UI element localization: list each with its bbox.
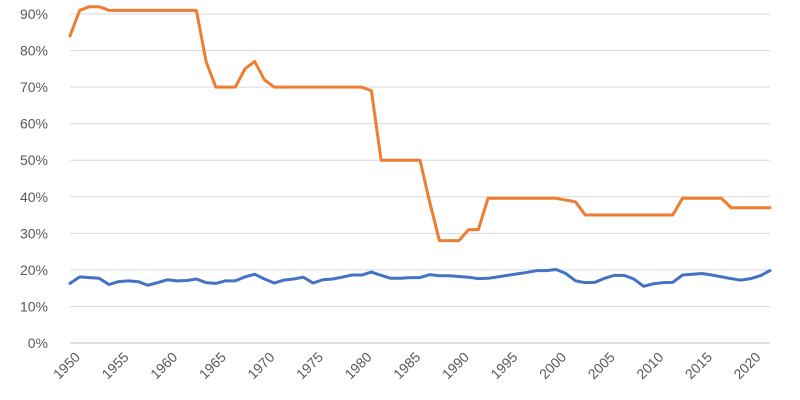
series-lines: [68, 5, 772, 288]
x-tick-label: 2005: [585, 349, 618, 382]
y-tick-label: 30%: [20, 225, 48, 241]
x-tick-labels: 1950 1955 1960 1965 1970 1975 1980 1985 1990 1995…: [50, 349, 764, 382]
y-tick-label: 40%: [20, 189, 48, 205]
x-tick-label: 1955: [98, 349, 131, 382]
x-tick-label: 1960: [147, 349, 180, 382]
x-tick-label: 1980: [341, 349, 374, 382]
y-tick-label: 90%: [20, 6, 48, 22]
x-tick-label: 1965: [196, 349, 229, 382]
x-tick-label: 2010: [633, 349, 666, 382]
x-tick-label: 1990: [439, 349, 472, 382]
series-line-2: [68, 268, 772, 288]
y-tick-label: 50%: [20, 152, 48, 168]
y-tick-label: 10%: [20, 298, 48, 314]
y-tick-label: 60%: [20, 116, 48, 132]
x-tick-label: 1970: [244, 349, 277, 382]
x-tick-label: 2000: [536, 349, 569, 382]
series-line-1: [68, 5, 772, 243]
y-tick-label: 70%: [20, 79, 48, 95]
x-tick-label: 2015: [682, 349, 715, 382]
y-tick-labels: 0% 10% 20% 30% 40% 50% 60% 70% 80% 90%: [20, 6, 48, 351]
x-tick-label: 1985: [390, 349, 423, 382]
y-tick-label: 80%: [20, 43, 48, 59]
x-tick-label: 1975: [293, 349, 326, 382]
x-tick-label: 1995: [487, 349, 520, 382]
x-tick-label: 2020: [730, 349, 763, 382]
y-tick-label: 0%: [28, 335, 48, 351]
x-tick-label: 1950: [50, 349, 83, 382]
y-tick-label: 20%: [20, 262, 48, 278]
